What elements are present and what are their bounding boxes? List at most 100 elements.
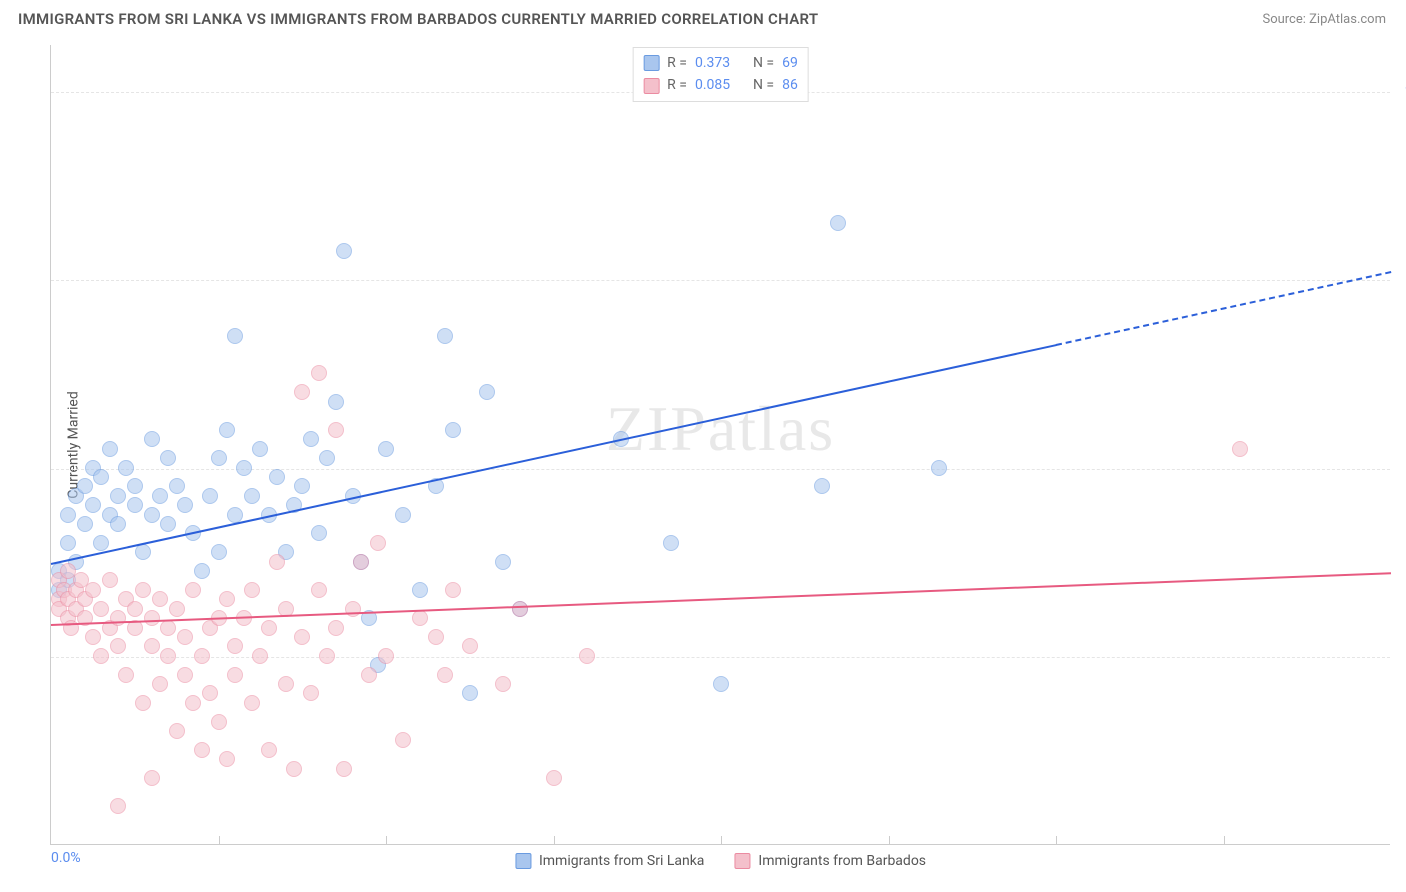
data-point — [353, 554, 369, 570]
data-point — [227, 328, 243, 344]
data-point — [495, 676, 511, 692]
trend-line — [51, 344, 1056, 565]
data-point — [160, 516, 176, 532]
legend-stat-row: R =0.373N =69 — [643, 52, 798, 74]
data-point — [144, 638, 160, 654]
data-point — [579, 648, 595, 664]
data-point — [110, 516, 126, 532]
data-point — [244, 582, 260, 598]
data-point — [395, 732, 411, 748]
data-point — [328, 422, 344, 438]
data-point — [278, 676, 294, 692]
data-point — [202, 488, 218, 504]
data-point — [462, 638, 478, 654]
data-point — [219, 422, 235, 438]
data-point — [252, 648, 268, 664]
legend-series-label: Immigrants from Barbados — [758, 853, 926, 869]
data-point — [160, 450, 176, 466]
data-point — [152, 488, 168, 504]
data-point — [110, 798, 126, 814]
data-point — [169, 723, 185, 739]
data-point — [227, 638, 243, 654]
data-point — [211, 714, 227, 730]
data-point — [378, 648, 394, 664]
data-point — [395, 507, 411, 523]
data-point — [303, 431, 319, 447]
data-point — [428, 629, 444, 645]
data-point — [663, 535, 679, 551]
data-point — [85, 497, 101, 513]
r-label: R = — [667, 74, 687, 96]
data-point — [127, 478, 143, 494]
data-point — [328, 394, 344, 410]
data-point — [378, 441, 394, 457]
data-point — [144, 770, 160, 786]
x-tick — [1224, 836, 1225, 844]
chart-title: IMMIGRANTS FROM SRI LANKA VS IMMIGRANTS … — [18, 10, 818, 28]
source-attribution: Source: ZipAtlas.com — [1262, 12, 1386, 27]
data-point — [177, 497, 193, 513]
data-point — [110, 610, 126, 626]
data-point — [227, 667, 243, 683]
x-axis-min-label: 0.0% — [51, 850, 81, 866]
data-point — [412, 582, 428, 598]
data-point — [60, 535, 76, 551]
data-point — [202, 685, 218, 701]
n-label: N = — [753, 52, 774, 74]
data-point — [219, 591, 235, 607]
x-tick — [889, 836, 890, 844]
data-point — [135, 544, 151, 560]
data-point — [336, 761, 352, 777]
data-point — [319, 648, 335, 664]
data-point — [93, 601, 109, 617]
legend-stats: R =0.373N =69R =0.085N =86 — [632, 47, 809, 102]
r-label: R = — [667, 52, 687, 74]
data-point — [236, 460, 252, 476]
data-point — [261, 742, 277, 758]
data-point — [252, 441, 268, 457]
data-point — [102, 572, 118, 588]
data-point — [830, 215, 846, 231]
data-point — [135, 582, 151, 598]
data-point — [185, 695, 201, 711]
data-point — [169, 601, 185, 617]
r-value: 0.373 — [695, 52, 745, 74]
legend-swatch — [734, 853, 750, 869]
data-point — [814, 478, 830, 494]
data-point — [931, 460, 947, 476]
legend-series-item: Immigrants from Barbados — [734, 853, 926, 869]
data-point — [144, 431, 160, 447]
data-point — [152, 676, 168, 692]
data-point — [160, 648, 176, 664]
trend-line — [51, 572, 1391, 626]
r-value: 0.085 — [695, 74, 745, 96]
gridline — [51, 469, 1390, 470]
data-point — [169, 478, 185, 494]
data-point — [336, 243, 352, 259]
data-point — [77, 478, 93, 494]
data-point — [127, 601, 143, 617]
data-point — [311, 525, 327, 541]
chart-container: Currently Married ZIPatlas R =0.373N =69… — [50, 45, 1390, 845]
data-point — [269, 469, 285, 485]
data-point — [127, 497, 143, 513]
legend-series: Immigrants from Sri LankaImmigrants from… — [515, 853, 926, 869]
legend-swatch — [643, 78, 659, 94]
n-value: 86 — [782, 74, 798, 96]
data-point — [495, 554, 511, 570]
data-point — [462, 685, 478, 701]
data-point — [118, 667, 134, 683]
data-point — [445, 582, 461, 598]
data-point — [227, 507, 243, 523]
x-tick — [386, 836, 387, 844]
data-point — [546, 770, 562, 786]
data-point — [93, 469, 109, 485]
data-point — [194, 563, 210, 579]
data-point — [361, 667, 377, 683]
legend-stat-row: R =0.085N =86 — [643, 74, 798, 96]
plot-area: ZIPatlas R =0.373N =69R =0.085N =86 0.0%… — [50, 45, 1390, 845]
data-point — [445, 422, 461, 438]
data-point — [269, 554, 285, 570]
data-point — [1232, 441, 1248, 457]
x-tick — [1056, 836, 1057, 844]
